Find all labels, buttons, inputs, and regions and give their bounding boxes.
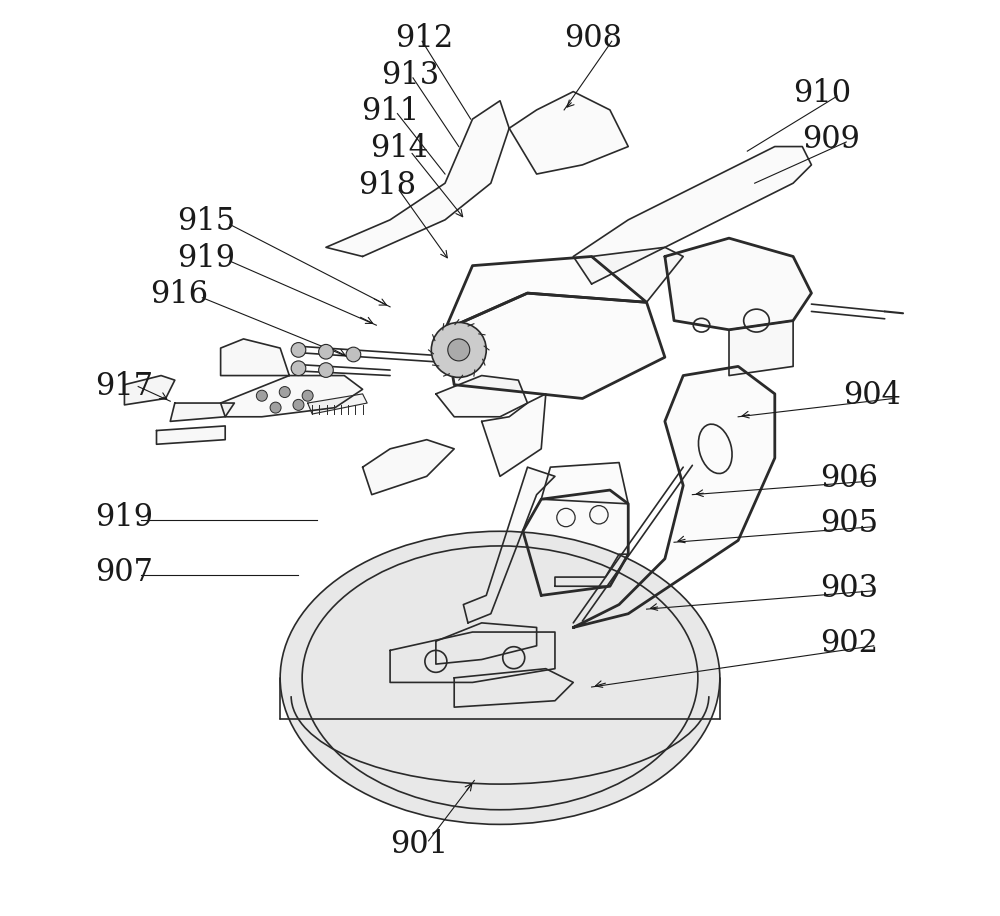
Circle shape — [291, 361, 306, 376]
Polygon shape — [363, 440, 454, 495]
Polygon shape — [729, 321, 793, 376]
Text: 910: 910 — [793, 78, 851, 109]
Circle shape — [291, 343, 306, 357]
Polygon shape — [326, 101, 509, 256]
Text: 919: 919 — [95, 502, 153, 533]
Circle shape — [431, 322, 486, 377]
Circle shape — [270, 402, 281, 413]
Polygon shape — [445, 256, 647, 330]
Circle shape — [293, 399, 304, 410]
Polygon shape — [541, 463, 628, 504]
Text: 908: 908 — [564, 23, 622, 54]
Text: 909: 909 — [802, 124, 860, 155]
Circle shape — [302, 390, 313, 401]
Polygon shape — [436, 376, 527, 417]
Polygon shape — [573, 366, 775, 627]
Polygon shape — [665, 238, 811, 330]
Polygon shape — [308, 394, 367, 414]
Text: 918: 918 — [358, 169, 416, 201]
Polygon shape — [221, 339, 289, 376]
Text: 907: 907 — [95, 557, 153, 588]
Text: 902: 902 — [821, 627, 879, 659]
Polygon shape — [170, 403, 234, 421]
Polygon shape — [509, 92, 628, 174]
Polygon shape — [436, 623, 537, 664]
Text: 916: 916 — [150, 279, 208, 311]
Text: 904: 904 — [844, 380, 901, 411]
Text: 905: 905 — [821, 508, 879, 540]
Text: 915: 915 — [178, 206, 236, 237]
Text: 913: 913 — [381, 60, 439, 91]
Polygon shape — [221, 376, 363, 417]
Text: 919: 919 — [178, 243, 236, 274]
Text: 911: 911 — [361, 96, 419, 127]
Text: 901: 901 — [390, 829, 448, 860]
Circle shape — [319, 363, 333, 377]
Circle shape — [279, 387, 290, 398]
Text: 906: 906 — [821, 463, 879, 494]
Polygon shape — [454, 669, 573, 707]
Ellipse shape — [280, 531, 720, 824]
Text: 903: 903 — [821, 572, 879, 604]
Polygon shape — [523, 490, 628, 595]
Text: 912: 912 — [395, 23, 453, 54]
Polygon shape — [482, 394, 546, 476]
Circle shape — [448, 339, 470, 361]
Circle shape — [346, 347, 361, 362]
Polygon shape — [463, 467, 555, 623]
Polygon shape — [445, 293, 665, 398]
Polygon shape — [124, 376, 175, 405]
Polygon shape — [573, 147, 811, 284]
Circle shape — [256, 390, 267, 401]
Circle shape — [319, 344, 333, 359]
Polygon shape — [555, 554, 628, 586]
Polygon shape — [390, 632, 555, 682]
Polygon shape — [156, 426, 225, 444]
Text: 917: 917 — [95, 371, 153, 402]
Polygon shape — [592, 247, 683, 302]
Text: 914: 914 — [370, 133, 428, 164]
